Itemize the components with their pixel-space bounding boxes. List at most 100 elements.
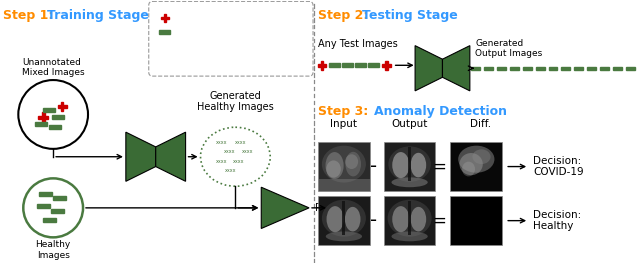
Bar	[318, 196, 370, 245]
Ellipse shape	[326, 231, 362, 241]
Ellipse shape	[392, 152, 410, 178]
Text: Step 2:: Step 2:	[318, 9, 372, 22]
Polygon shape	[126, 132, 156, 181]
Text: Decision:
COVID-19: Decision: COVID-19	[533, 156, 584, 177]
Ellipse shape	[322, 146, 366, 182]
Bar	[574, 66, 583, 70]
Bar	[408, 147, 411, 181]
Bar	[36, 204, 50, 208]
Bar	[384, 142, 435, 191]
Text: xxxx: xxxx	[216, 159, 227, 164]
Text: xxxx: xxxx	[216, 140, 227, 146]
Bar	[355, 63, 366, 67]
Ellipse shape	[460, 153, 483, 175]
Bar	[471, 66, 480, 70]
Bar	[600, 66, 609, 70]
Bar	[548, 66, 557, 70]
Bar	[318, 142, 370, 191]
Bar	[368, 63, 380, 67]
Ellipse shape	[326, 206, 344, 232]
Ellipse shape	[411, 153, 426, 177]
Bar	[342, 201, 346, 235]
Text: Real / Fake: Real / Fake	[315, 203, 368, 213]
Bar	[49, 125, 61, 129]
Bar	[58, 105, 67, 108]
Text: Healthy Image: Healthy Image	[173, 27, 237, 36]
Ellipse shape	[458, 146, 495, 173]
Bar	[52, 196, 66, 200]
Bar	[451, 142, 502, 191]
Text: Healthy
Images: Healthy Images	[36, 240, 71, 260]
Text: xxxx: xxxx	[241, 149, 253, 154]
Bar	[509, 66, 518, 70]
Text: -: -	[370, 211, 378, 230]
Polygon shape	[156, 132, 186, 181]
Bar	[382, 64, 391, 66]
Bar	[317, 64, 326, 66]
Ellipse shape	[388, 146, 431, 182]
Text: Decision:
Healthy: Decision: Healthy	[533, 210, 581, 231]
Text: xxxx: xxxx	[225, 168, 236, 173]
Text: =: =	[433, 212, 447, 230]
Bar	[35, 122, 47, 126]
Bar	[536, 66, 545, 70]
Bar	[384, 196, 435, 245]
Text: Discriminator Network: Discriminator Network	[175, 57, 271, 66]
Text: Generator Network: Generator Network	[175, 42, 257, 51]
Text: Generated
Output Images: Generated Output Images	[476, 39, 543, 58]
Text: -: -	[370, 157, 378, 176]
Bar	[613, 66, 622, 70]
Bar	[588, 66, 596, 70]
Ellipse shape	[322, 200, 366, 237]
Polygon shape	[159, 42, 166, 51]
Bar	[61, 102, 63, 111]
Bar	[159, 30, 170, 34]
Text: Generated
Healthy Images: Generated Healthy Images	[197, 91, 274, 113]
Text: xxxx: xxxx	[232, 159, 244, 164]
Ellipse shape	[388, 200, 431, 237]
Text: Output: Output	[392, 119, 428, 129]
Bar	[44, 107, 55, 111]
Text: Anomaly Detection: Anomaly Detection	[374, 105, 507, 118]
Bar	[321, 61, 323, 70]
Text: xxxx: xxxx	[223, 149, 235, 154]
Bar	[342, 63, 353, 67]
Bar	[385, 61, 388, 70]
Text: Training Stage: Training Stage	[47, 9, 149, 22]
Bar	[52, 115, 64, 119]
Bar	[408, 201, 411, 235]
Circle shape	[19, 80, 88, 149]
FancyBboxPatch shape	[148, 1, 313, 76]
Text: Unannotated
Mixed Images: Unannotated Mixed Images	[22, 58, 84, 77]
Ellipse shape	[392, 177, 428, 187]
Ellipse shape	[345, 207, 360, 231]
Polygon shape	[415, 46, 442, 91]
Bar	[42, 113, 45, 122]
Text: =: =	[433, 157, 447, 176]
Text: Any Test Images: Any Test Images	[318, 39, 397, 49]
Ellipse shape	[411, 207, 426, 231]
Ellipse shape	[462, 162, 475, 176]
Text: Testing Stage: Testing Stage	[362, 9, 458, 22]
Bar	[51, 209, 63, 213]
Bar	[484, 66, 493, 70]
Ellipse shape	[326, 160, 340, 178]
Ellipse shape	[392, 206, 410, 232]
Text: Input: Input	[330, 119, 357, 129]
Text: Diff.: Diff.	[470, 119, 491, 129]
Polygon shape	[160, 57, 171, 65]
Text: xxxx: xxxx	[235, 140, 246, 146]
Bar	[39, 192, 52, 196]
Ellipse shape	[200, 127, 270, 186]
Text: Step 1:: Step 1:	[3, 9, 58, 22]
Text: Diseased Image: Diseased Image	[173, 14, 243, 23]
Bar	[161, 17, 169, 19]
Bar	[497, 66, 506, 70]
Ellipse shape	[392, 231, 428, 241]
Bar	[164, 14, 166, 22]
Bar	[318, 179, 370, 191]
Polygon shape	[442, 46, 470, 91]
Polygon shape	[261, 187, 309, 228]
Ellipse shape	[346, 152, 361, 176]
Bar	[330, 63, 340, 67]
